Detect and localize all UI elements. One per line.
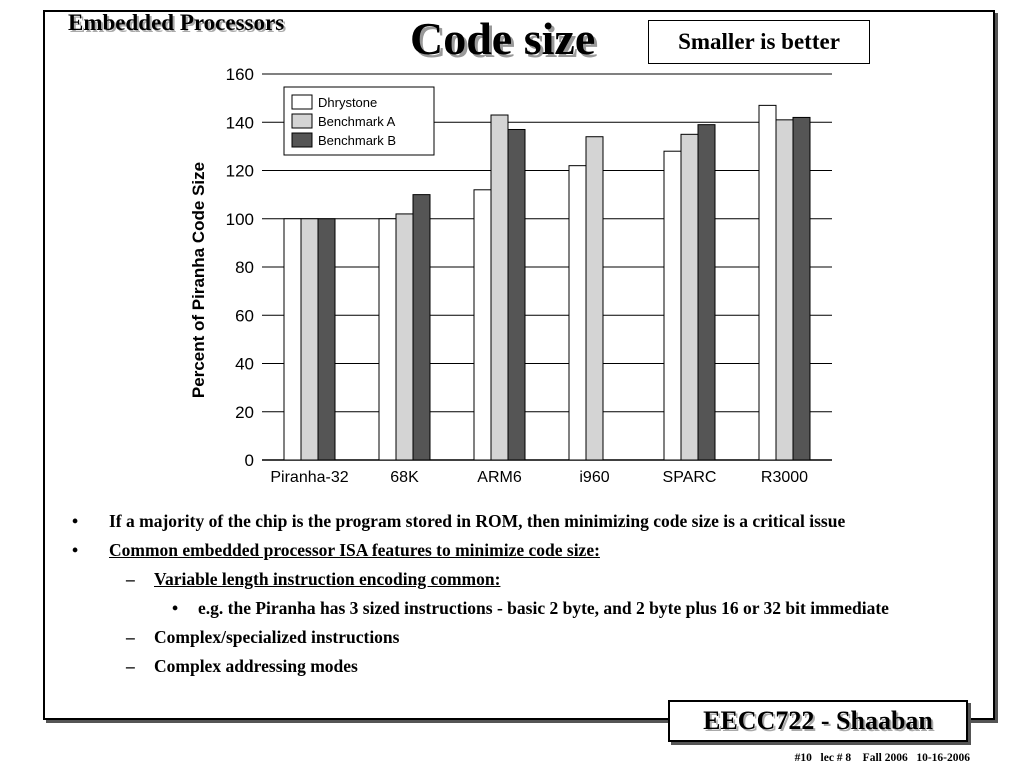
y-tick-label: 160 xyxy=(226,65,254,84)
slide-top-label: Embedded Processors xyxy=(68,10,285,35)
bar-r3000-2 xyxy=(775,119,794,461)
bullet-item: • Common embedded processor ISA features … xyxy=(70,539,970,561)
bullet-text: Common embedded processor ISA features t… xyxy=(109,540,600,560)
bullet-item: • e.g. the Piranha has 3 sized instructio… xyxy=(70,597,970,619)
bullet-text: Variable length instruction encoding com… xyxy=(154,569,501,589)
bullet-marker: – xyxy=(126,569,135,589)
bar-68k-1 xyxy=(378,218,397,461)
bar-arm6-3 xyxy=(507,128,526,461)
y-tick-label: 40 xyxy=(235,355,254,374)
bar-sparc-1 xyxy=(663,150,682,461)
y-tick-label: 80 xyxy=(235,258,254,277)
bar-68k-2 xyxy=(395,213,414,461)
bullet-marker: • xyxy=(72,511,79,531)
bullet-text: Complex/specialized instructions xyxy=(154,627,400,647)
code-size-chart: 0 20 40 60 80 100 120 140 160 Piranha-32 68K ARM6 i… xyxy=(189,65,832,486)
x-tick-label: ARM6 xyxy=(477,469,522,486)
bullet-item: – Complex addressing modes xyxy=(70,655,970,677)
bar-i960-1 xyxy=(568,165,587,461)
bar-arm6-2 xyxy=(490,114,509,461)
bar-i960-2 xyxy=(585,136,604,461)
x-tick-label: i960 xyxy=(579,469,609,486)
slide-title: Code size xyxy=(410,13,596,64)
bullet-item: – Variable length instruction encoding co… xyxy=(70,568,970,590)
x-tick-label: SPARC xyxy=(663,469,717,486)
bullet-text: If a majority of the chip is the program… xyxy=(109,511,846,531)
y-tick-label: 120 xyxy=(226,162,254,181)
y-tick-label: 140 xyxy=(226,113,254,132)
course-footer: EECC722 - Shaaban xyxy=(668,700,968,742)
y-tick-label: 60 xyxy=(235,306,254,325)
bar-arm6-1 xyxy=(473,189,492,461)
y-tick-label: 0 xyxy=(245,451,254,470)
bullet-marker: • xyxy=(172,598,179,618)
chart-grid xyxy=(262,73,832,461)
chart-bars xyxy=(283,104,811,461)
x-tick-label: R3000 xyxy=(761,469,808,486)
bar-piranha-32-1 xyxy=(283,218,302,461)
bullet-text: Complex addressing modes xyxy=(154,656,358,676)
legend-swatch xyxy=(291,113,313,129)
legend-swatch xyxy=(291,94,313,110)
y-tick-label: 20 xyxy=(235,403,254,422)
legend-label: Dhrystone xyxy=(318,95,377,110)
bullet-marker: • xyxy=(72,540,79,560)
bar-68k-3 xyxy=(412,194,431,461)
bar-sparc-2 xyxy=(680,133,699,461)
legend-label: Benchmark B xyxy=(318,133,396,148)
bar-r3000-1 xyxy=(758,104,777,461)
x-tick-label: Piranha-32 xyxy=(270,469,348,486)
bullet-text: e.g. the Piranha has 3 sized instruction… xyxy=(198,598,889,618)
bullet-marker: – xyxy=(126,656,135,676)
bar-sparc-3 xyxy=(697,124,716,461)
bullet-item: • If a majority of the chip is the progra… xyxy=(70,510,970,532)
slide-meta: #10 lec # 8 Fall 2006 10-16-2006 xyxy=(794,752,970,764)
bar-piranha-32-2 xyxy=(300,218,319,461)
bullet-list: • If a majority of the chip is the progra… xyxy=(70,510,970,684)
chart-legend: Dhrystone Benchmark A Benchmark B xyxy=(283,86,435,156)
y-tick-label: 100 xyxy=(226,210,254,229)
x-tick-labels: Piranha-32 68K ARM6 i960 SPARC R3000 xyxy=(270,469,808,486)
bullet-item: – Complex/specialized instructions xyxy=(70,626,970,648)
bar-r3000-3 xyxy=(792,116,811,461)
bar-piranha-32-3 xyxy=(317,218,336,461)
x-tick-label: 68K xyxy=(390,469,419,486)
bullet-marker: – xyxy=(126,627,135,647)
note-box: Smaller is better xyxy=(648,20,870,64)
y-axis-label: Percent of Piranha Code Size xyxy=(189,162,208,398)
y-tick-labels: 0 20 40 60 80 100 120 140 160 xyxy=(226,65,254,470)
legend-label: Benchmark A xyxy=(318,114,396,129)
legend-swatch xyxy=(291,132,313,148)
